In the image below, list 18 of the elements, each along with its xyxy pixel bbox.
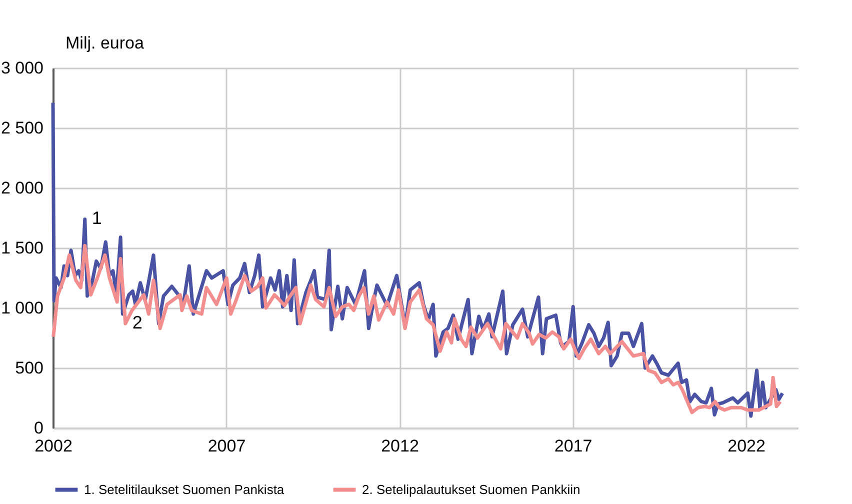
legend-label: 1. Setelitilaukset Suomen Pankista: [84, 482, 285, 497]
y-tick-label: 1 000: [0, 298, 44, 318]
x-tick-label: 2007: [208, 436, 246, 456]
x-tick-label: 2017: [554, 436, 592, 456]
y-tick-label: 2 500: [0, 118, 44, 138]
annotation: 2: [132, 312, 142, 333]
y-tick-label: 1 500: [0, 238, 44, 258]
legend-label: 2. Setelipalautukset Suomen Pankkiin: [362, 482, 580, 497]
annotation: 1: [92, 208, 102, 228]
x-tick-label: 2002: [34, 436, 72, 456]
line-series: [52, 244, 782, 414]
y-tick-label: 500: [15, 358, 44, 378]
y-tick-label: 3 000: [0, 58, 44, 78]
x-tick-label: 2012: [381, 436, 419, 456]
y-tick-label: 0: [34, 418, 44, 438]
y-tick-label: 2 000: [0, 178, 44, 198]
x-tick-label: 2022: [728, 436, 766, 456]
y-axis-title: Milj. euroa: [66, 34, 144, 52]
